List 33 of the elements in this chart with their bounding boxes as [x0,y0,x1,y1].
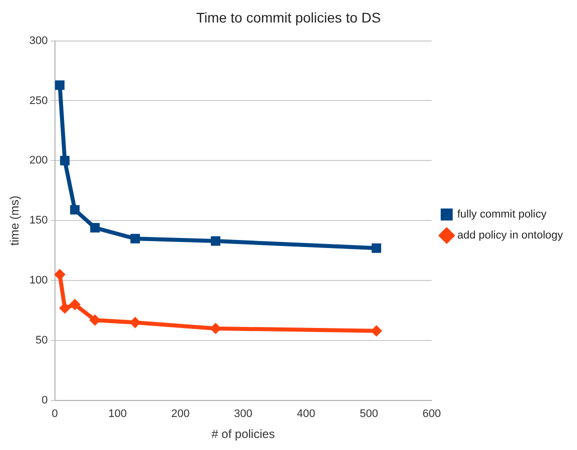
y-tick-label: 150 [29,214,48,227]
point [89,314,100,326]
x-axis-title: # of policies [212,427,275,442]
x-tick-label: 600 [422,408,441,420]
point [55,80,65,90]
y-tick-label: 100 [29,274,48,287]
point [54,269,66,280]
x-tick-label: 200 [171,408,190,420]
legend-label: fully commit policy [457,208,547,221]
point [372,243,382,253]
point [70,205,80,215]
point [130,234,140,244]
point [210,322,222,334]
y-tick-label: 250 [29,94,48,107]
y-tick-label: 300 [29,34,48,47]
point [59,302,70,314]
x-tick-label: 400 [296,408,316,420]
y-tick-label: 50 [36,334,48,346]
point [210,236,220,246]
y-tick-label: 200 [29,154,48,167]
point [69,299,80,310]
point [60,156,70,166]
point [90,223,100,233]
y-axis-title: time (ms) [8,196,22,246]
x-tick-label: 300 [234,408,252,420]
chart-title: Time to commit policies to DS [196,9,381,26]
x-tick-label: 500 [360,408,378,420]
y-tick-label: 0 [42,394,48,406]
point [370,325,382,336]
x-tick-label: 100 [108,408,127,420]
legend-label: add policy in ontology [457,230,564,242]
point [130,316,141,328]
x-tick-label: 0 [52,408,58,420]
